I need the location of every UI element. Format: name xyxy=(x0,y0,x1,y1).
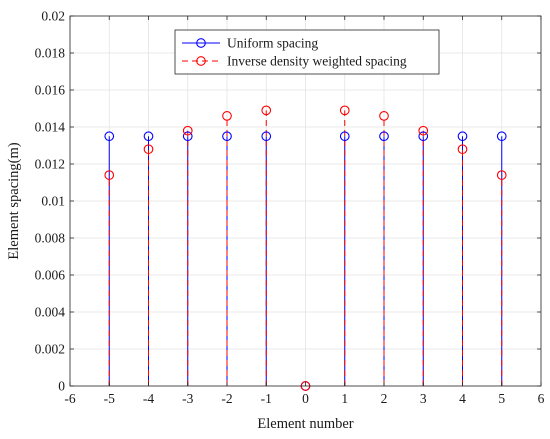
x-tick-label: -5 xyxy=(104,391,115,406)
marker-series-2 xyxy=(143,144,154,155)
marker-series-2 xyxy=(457,144,468,155)
y-axis-label: Element spacing(m) xyxy=(6,142,22,259)
marker-series-1 xyxy=(261,131,272,142)
x-tick-label: 1 xyxy=(341,391,348,406)
marker-series-1 xyxy=(182,131,193,142)
y-tick-label: 0.014 xyxy=(35,120,66,135)
marker-series-1 xyxy=(222,131,232,142)
x-tick-label: 5 xyxy=(498,391,505,406)
y-tick-label: 0.02 xyxy=(41,9,65,24)
y-tick-label: 0.016 xyxy=(35,83,66,98)
x-tick-label: -4 xyxy=(143,391,154,406)
x-tick-label: -1 xyxy=(261,391,272,406)
marker-series-1 xyxy=(418,131,429,142)
marker-series-2 xyxy=(104,170,115,180)
ticks: -6 -5 -4 -3 -2 -1 0 1 2 3 4 5 6 0 0.002 0.004 0.006 0.008… xyxy=(35,9,545,407)
x-tick-label: 3 xyxy=(420,391,427,406)
marker-series-1 xyxy=(104,131,115,142)
y-tick-label: 0.01 xyxy=(41,194,65,209)
x-axis-label: Element number xyxy=(257,416,353,432)
y-tick-label: 0.006 xyxy=(35,268,66,283)
legend: Uniform spacing Inverse density weighted … xyxy=(174,29,440,75)
stems xyxy=(108,110,503,386)
marker-series-2 xyxy=(182,125,193,136)
y-tick-label: 0 xyxy=(58,379,65,394)
x-tick-label: 2 xyxy=(381,391,388,406)
x-tick-label: 0 xyxy=(302,391,309,406)
x-tick-label: -6 xyxy=(64,391,75,406)
marker-series-1 xyxy=(457,131,468,142)
marker-series-2 xyxy=(261,105,272,116)
x-tick-label: 6 xyxy=(538,391,545,406)
y-tick-label: 0.018 xyxy=(35,46,66,61)
legend-box xyxy=(174,29,440,75)
legend-label-series-2: Inverse density weighted spacing xyxy=(227,54,407,69)
x-tick-label: -3 xyxy=(182,391,193,406)
marker-series-2 xyxy=(379,111,389,121)
marker-series-1 xyxy=(496,131,507,142)
y-tick-label: 0.008 xyxy=(35,231,66,246)
marker-series-1 xyxy=(339,131,350,142)
y-tick-label: 0.004 xyxy=(35,305,66,320)
legend-marker-series-1 xyxy=(196,38,206,48)
marker-series-1 xyxy=(143,131,154,142)
marker-series-1 xyxy=(379,131,389,142)
marker-series-2 xyxy=(496,170,507,180)
legend-marker-series-2 xyxy=(196,56,206,66)
x-tick-label: 4 xyxy=(459,391,466,406)
legend-label-series-1: Uniform spacing xyxy=(227,36,318,51)
marker-series-2 xyxy=(222,111,232,121)
x-tick-label: -2 xyxy=(221,391,232,406)
y-tick-label: 0.012 xyxy=(35,157,65,172)
marker-series-2 xyxy=(418,125,429,136)
marker-series-2 xyxy=(339,105,350,116)
y-tick-label: 0.002 xyxy=(35,342,65,357)
